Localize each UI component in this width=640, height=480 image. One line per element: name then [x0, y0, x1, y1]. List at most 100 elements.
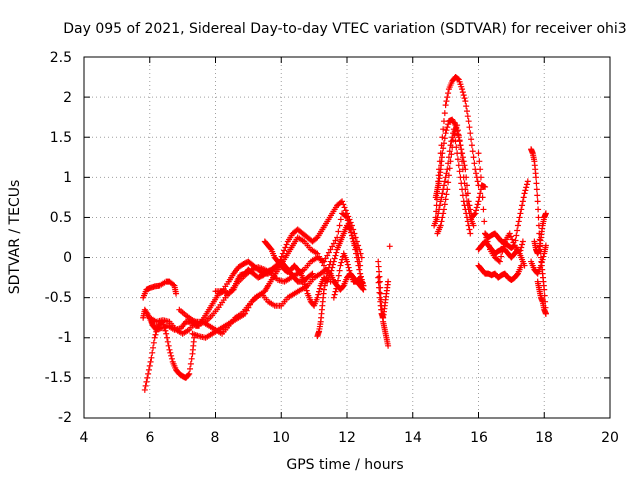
- data-point: [376, 273, 383, 280]
- data-point: [474, 201, 481, 208]
- data-point: [309, 270, 316, 277]
- data-point: [500, 243, 507, 250]
- data-point: [440, 210, 447, 217]
- data-point: [282, 244, 289, 251]
- data-point: [542, 310, 549, 317]
- data-point: [303, 287, 310, 294]
- data-point: [510, 239, 517, 246]
- data-point: [472, 210, 479, 217]
- data-point: [462, 186, 469, 193]
- data-point: [247, 301, 254, 308]
- data-point: [168, 352, 175, 359]
- data-point: [438, 218, 445, 225]
- data-point: [470, 222, 477, 229]
- data-point: [437, 198, 444, 205]
- x-tick-label-10: 10: [272, 430, 290, 446]
- data-point: [534, 192, 541, 199]
- data-point: [473, 207, 480, 214]
- data-point: [539, 256, 546, 263]
- data-point: [342, 207, 349, 214]
- data-point: [458, 150, 465, 157]
- data-point: [187, 360, 194, 367]
- data-point: [142, 382, 149, 389]
- data-point: [330, 294, 337, 301]
- data-point: [441, 110, 448, 117]
- data-point: [496, 258, 503, 265]
- data-point: [170, 281, 177, 288]
- data-point: [149, 349, 156, 356]
- y-tick-label-minus-2: -2: [58, 410, 72, 426]
- data-point: [322, 278, 329, 285]
- data-point: [316, 288, 323, 295]
- data-point: [440, 145, 447, 152]
- data-point: [339, 283, 346, 290]
- data-point: [469, 148, 476, 155]
- data-point: [141, 386, 148, 393]
- data-point: [337, 216, 344, 223]
- data-point: [460, 174, 467, 181]
- data-point: [465, 118, 472, 125]
- data-point: [498, 253, 505, 260]
- data-point: [454, 156, 461, 163]
- data-point: [481, 218, 488, 225]
- data-point: [345, 213, 352, 220]
- data-point: [464, 202, 471, 209]
- data-point: [352, 234, 359, 241]
- data-point: [450, 137, 457, 144]
- data-point: [535, 214, 542, 221]
- data-point: [441, 201, 448, 208]
- data-point: [524, 178, 531, 185]
- data-point: [484, 238, 491, 245]
- y-tick-label-0: 0: [63, 250, 72, 266]
- data-point: [283, 241, 290, 248]
- data-point: [326, 261, 333, 268]
- data-point: [485, 242, 492, 249]
- data-point: [335, 272, 342, 279]
- data-point: [145, 366, 152, 373]
- x-tick-label-20: 20: [601, 430, 619, 446]
- data-point: [313, 235, 320, 242]
- data-point: [468, 136, 475, 143]
- data-point: [439, 190, 446, 197]
- data-point: [495, 257, 502, 264]
- data-point: [325, 249, 332, 256]
- data-point: [473, 204, 480, 211]
- data-point: [350, 238, 357, 245]
- data-point: [347, 226, 354, 233]
- data-point: [385, 278, 392, 285]
- data-point: [446, 148, 453, 155]
- x-tick-label-12: 12: [338, 430, 356, 446]
- data-point: [375, 279, 382, 286]
- data-point: [483, 234, 490, 241]
- data-point: [337, 262, 344, 269]
- data-point: [440, 182, 447, 189]
- data-point: [375, 263, 382, 270]
- y-tick-label-2: 2: [63, 90, 72, 106]
- data-point: [242, 310, 249, 317]
- data-point: [314, 294, 321, 301]
- data-point: [482, 183, 489, 190]
- data-point: [188, 355, 195, 362]
- data-point: [439, 150, 446, 157]
- data-point: [463, 108, 470, 115]
- data-point: [465, 206, 472, 213]
- data-point: [441, 135, 448, 142]
- data-point: [519, 198, 526, 205]
- data-point: [518, 244, 525, 251]
- data-point: [352, 246, 359, 253]
- data-point: [533, 186, 540, 193]
- data-point: [281, 247, 288, 254]
- data-point: [442, 102, 449, 109]
- data-point: [523, 184, 530, 191]
- data-point: [301, 278, 308, 285]
- data-point: [461, 180, 468, 187]
- data-point: [460, 92, 467, 99]
- data-point: [143, 378, 150, 385]
- data-point: [376, 284, 383, 291]
- data-point: [478, 182, 485, 189]
- data-point: [329, 243, 336, 250]
- data-point: [457, 142, 464, 149]
- data-point: [325, 267, 332, 274]
- data-point: [439, 214, 446, 221]
- data-point: [456, 137, 463, 144]
